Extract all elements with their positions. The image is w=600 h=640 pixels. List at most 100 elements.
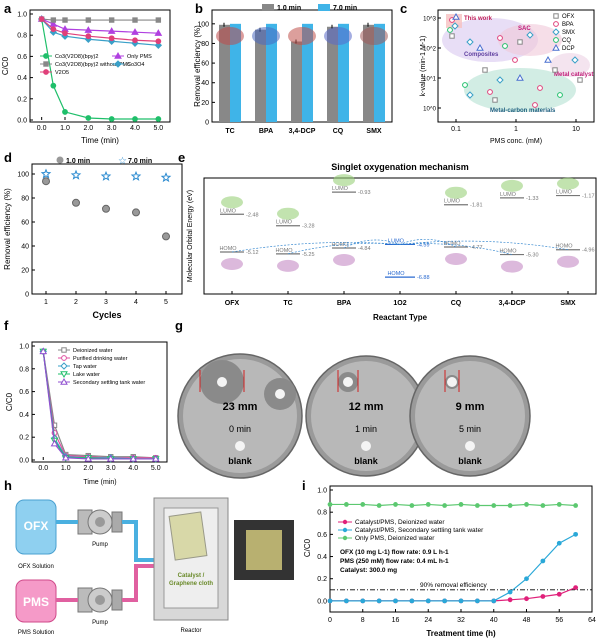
time-label: 5 min <box>459 424 481 434</box>
y-tick-label: 100 <box>197 21 209 28</box>
data-point <box>507 503 513 508</box>
lumo-value: -1.33 <box>526 196 539 202</box>
homo-value: -5.30 <box>526 253 539 259</box>
scatter-point <box>462 82 468 88</box>
homo-orbital <box>333 254 355 266</box>
homo-value: -4.96 <box>582 248 595 254</box>
legend-label: BPA <box>562 22 574 28</box>
data-point <box>38 16 45 22</box>
lumo-orbital <box>557 177 579 190</box>
panel-c-region-metal-catalyst <box>550 53 590 77</box>
electron-transfer-arrow <box>343 239 401 249</box>
data-point <box>442 598 448 604</box>
legend-label: Catalyst/PMS, Secondary settling tank wa… <box>355 527 484 534</box>
legend-marker <box>43 69 49 75</box>
pump-ofx <box>77 509 123 535</box>
bar <box>255 29 266 122</box>
scatter-point <box>516 73 524 81</box>
legend-label: V2O5 <box>55 70 69 76</box>
data-point <box>343 502 349 507</box>
panel-d-xlabel: Cycles <box>92 310 121 320</box>
data-point <box>474 598 480 604</box>
scatter-point <box>447 27 453 33</box>
bar <box>219 24 230 122</box>
petri-agar <box>311 361 421 471</box>
scatter-point <box>517 39 523 45</box>
data-point <box>573 585 579 590</box>
ofx-solution-label: OFX Solution <box>18 564 54 570</box>
scatter-point <box>451 22 459 30</box>
x-tick-label: 40 <box>490 617 498 624</box>
category-label: OFX <box>225 300 240 307</box>
data-point <box>61 453 70 461</box>
data-point-7min <box>70 169 82 180</box>
panel-e-letter: e <box>178 150 185 165</box>
condition-note: OFX (10 mg L-1) flow rate: 0.9 L h-1 <box>340 549 449 556</box>
panel-i-xlabel: Treatment time (h) <box>426 629 496 638</box>
x-tick-label: 2.0 <box>83 125 93 132</box>
data-point <box>62 17 68 23</box>
panel-e-ylabel: Molecular Orbital Energy (eV) <box>187 190 194 282</box>
y-tick-label: 0.6 <box>19 389 29 396</box>
time-label: 0 min <box>229 424 251 434</box>
x-tick-label: 1 <box>514 126 518 133</box>
legend-marker <box>342 519 348 525</box>
lumo-value: -2.48 <box>246 212 259 218</box>
pms-tank-label: PMS <box>23 595 49 609</box>
molecule-surface <box>252 27 280 45</box>
electron-transfer-arrow <box>231 242 401 253</box>
data-point <box>151 454 160 462</box>
homo-label: HOMO <box>387 271 405 277</box>
x-tick-label: 4 <box>134 299 138 306</box>
data-point <box>376 598 382 604</box>
y-tick-label: 1.0 <box>19 344 29 351</box>
homo-label: HOMO <box>555 244 573 250</box>
panel-h-letter: h <box>4 478 12 493</box>
legend-marker <box>43 53 49 59</box>
data-point <box>556 591 562 597</box>
homo-orbital <box>221 258 243 270</box>
x-tick-label: 2.0 <box>83 465 93 472</box>
reactor-photo-cloth <box>246 530 282 570</box>
panel-c-label-this-work: This work <box>464 16 493 22</box>
panel-i-letter: i <box>302 478 306 493</box>
x-tick-label: 0.0 <box>38 465 48 472</box>
x-tick-label: 3 <box>104 299 108 306</box>
series-line <box>330 533 576 602</box>
panel-f-ylabel: C/C0 <box>5 392 14 411</box>
y-tick-label: 0.6 <box>17 54 27 61</box>
data-point <box>540 594 546 599</box>
legend-marker <box>114 60 122 68</box>
y-tick-label: 0.6 <box>317 532 327 539</box>
y-tick-label: 1.0 <box>17 12 27 19</box>
y-tick-label: 10^1 <box>423 77 436 83</box>
category-label: SMX <box>366 128 382 135</box>
legend-marker <box>60 362 68 370</box>
sample-disc <box>447 377 457 387</box>
homo-label: HOMO <box>499 249 517 255</box>
data-point-1min <box>72 198 80 207</box>
legend-label: Co3(V2O8)(bpy)2 <box>55 54 98 60</box>
homo-value: -4.84 <box>358 246 371 252</box>
y-tick-label: 40 <box>21 244 29 251</box>
panel-h-schematic: OFX OFX Solution PMS PMS Solution Pump P… <box>15 497 294 636</box>
y-tick-label: 60 <box>201 61 209 68</box>
bar <box>230 23 241 122</box>
legend-label: Lake water <box>73 372 100 378</box>
condition-note: Catalyst: 300.0 mg <box>340 567 397 574</box>
data-point <box>573 503 579 508</box>
series-line <box>41 18 159 21</box>
data-point <box>155 38 162 45</box>
y-tick-label: 0.0 <box>317 598 327 605</box>
data-point <box>131 28 139 35</box>
category-label: TC <box>283 300 292 307</box>
panel-c-letter: c <box>400 1 407 16</box>
graphene-label: Graphene cloth <box>169 581 213 587</box>
data-point <box>62 109 68 115</box>
data-point <box>108 35 115 42</box>
panel-a-frame <box>29 9 171 123</box>
data-point <box>62 30 68 37</box>
data-point <box>343 598 349 604</box>
legend-marker <box>56 156 64 164</box>
panel-i-ylabel: C/C0 <box>303 538 312 557</box>
